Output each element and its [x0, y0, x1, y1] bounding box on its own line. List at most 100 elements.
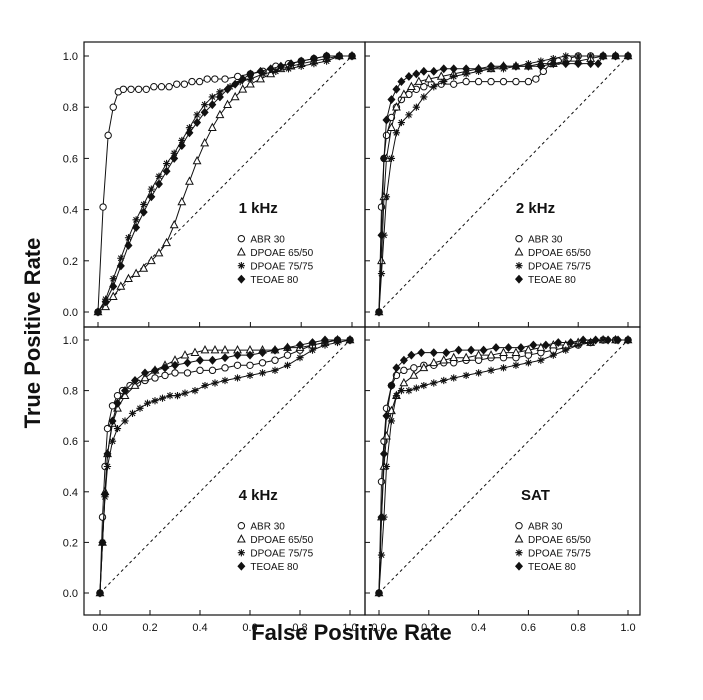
legend-label: DPOAE 75/75 [250, 262, 313, 273]
data-point [561, 59, 570, 69]
data-point [147, 185, 155, 193]
x-axis-label: False Positive Rate [251, 620, 452, 645]
data-point [462, 371, 470, 380]
data-point [474, 350, 484, 359]
data-point [143, 399, 152, 407]
legend-label: ABR 30 [250, 522, 285, 533]
data-point [420, 83, 428, 91]
data-point [200, 137, 210, 147]
data-point [410, 364, 418, 372]
chance-diagonal [378, 339, 629, 594]
data-point [211, 75, 219, 83]
panel-title: 1 kHz [239, 200, 278, 217]
data-point [283, 343, 292, 353]
data-point [134, 85, 143, 93]
legend-marker [514, 534, 524, 543]
legend-marker [237, 522, 246, 530]
data-point [467, 345, 476, 355]
data-point [151, 397, 159, 405]
data-point [221, 75, 229, 83]
data-point [246, 69, 255, 79]
data-point [512, 361, 520, 369]
data-point [397, 77, 406, 87]
data-point [256, 73, 265, 83]
data-point [208, 366, 217, 375]
data-point [345, 335, 355, 345]
data-point [169, 219, 179, 229]
data-point [406, 81, 416, 91]
chance-diagonal [97, 55, 353, 313]
data-point [524, 61, 533, 71]
data-point [238, 74, 247, 84]
data-point [429, 357, 439, 367]
data-point [440, 78, 448, 86]
data-point [417, 348, 426, 358]
data-point [230, 91, 240, 101]
data-point [430, 83, 438, 91]
data-point [536, 61, 545, 71]
data-point [258, 359, 267, 367]
data-point [511, 61, 520, 71]
data-point [93, 307, 103, 317]
data-point [524, 359, 532, 367]
data-point [221, 364, 229, 372]
data-point [382, 404, 391, 413]
data-point [151, 374, 159, 382]
y-tick-label: 0.8 [63, 102, 78, 114]
data-point [429, 348, 438, 358]
data-point [127, 85, 135, 93]
data-point [382, 462, 391, 471]
y-tick-label: 0.4 [63, 487, 78, 499]
data-point [486, 350, 496, 359]
data-point [419, 66, 428, 76]
y-tick-label: 0.0 [63, 588, 78, 600]
legend-marker [236, 534, 246, 543]
data-point [499, 77, 508, 86]
data-point [562, 346, 570, 354]
panel-title: 2 kHz [516, 200, 555, 217]
data-point [188, 77, 196, 86]
data-point [474, 64, 483, 74]
data-point [377, 551, 386, 559]
x-tick-label: 1.0 [342, 622, 357, 634]
y-axis-label: True Positive Rate [20, 237, 45, 429]
data-point [103, 449, 112, 459]
data-point [233, 350, 242, 360]
y-tick-label: 0.2 [63, 537, 78, 549]
data-point [392, 392, 401, 400]
data-point [208, 93, 216, 101]
data-point [308, 346, 317, 354]
data-point [623, 335, 633, 345]
data-point [574, 59, 583, 69]
panel-3: 0.0 0.2 0.4 0.6 0.8 1.0 SAT ABR 30 DPOAE 65/50 DP… [364, 326, 641, 634]
data-point [203, 75, 211, 83]
data-point [171, 369, 179, 377]
legend-marker [237, 262, 245, 270]
data-point [116, 261, 125, 271]
panel-title: SAT [521, 487, 550, 504]
data-point [405, 111, 413, 119]
data-point [536, 342, 546, 351]
data-point [161, 371, 169, 380]
data-point [271, 356, 279, 364]
data-point [439, 355, 449, 364]
data-point [98, 513, 107, 521]
data-point [377, 230, 386, 240]
data-point [382, 115, 391, 125]
data-point [258, 369, 267, 377]
data-point [283, 351, 292, 359]
data-point [511, 347, 521, 356]
data-point [201, 101, 209, 109]
data-point [599, 51, 608, 61]
data-point [181, 389, 189, 397]
data-point [192, 155, 202, 165]
data-point [103, 424, 112, 433]
data-point [266, 68, 276, 78]
data-point [128, 409, 137, 417]
data-point [623, 51, 633, 61]
legend-marker [514, 561, 524, 571]
data-point [548, 339, 558, 349]
data-point [216, 88, 224, 96]
data-point [382, 411, 391, 421]
data-point [614, 335, 623, 345]
